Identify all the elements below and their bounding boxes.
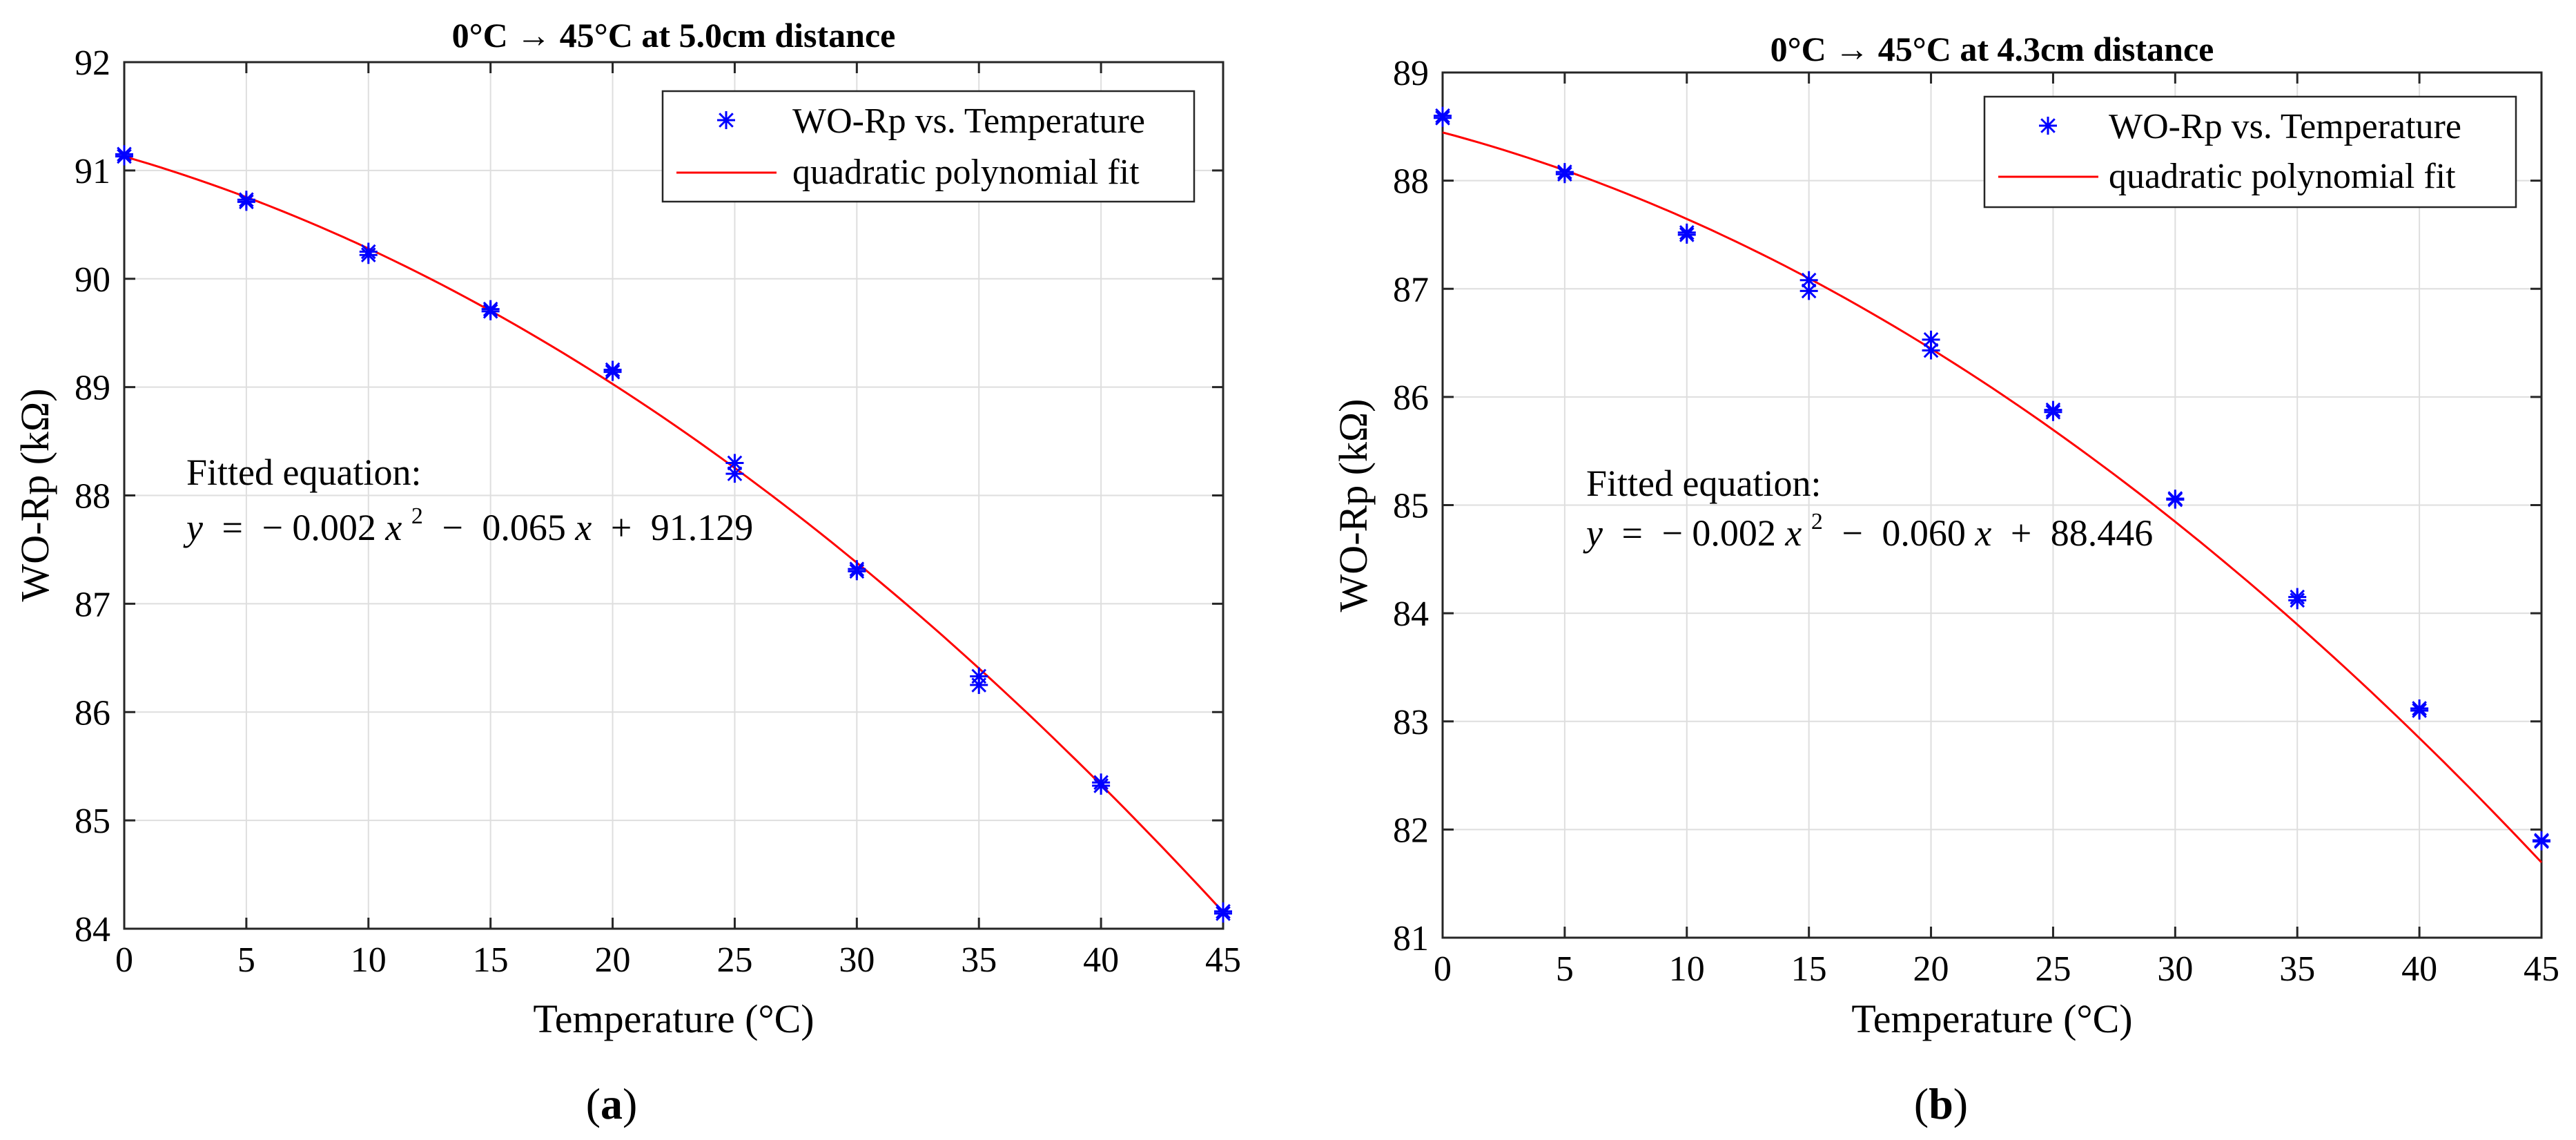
x-tick-label: 5 <box>237 940 255 980</box>
x-tick-label: 20 <box>1913 949 1949 989</box>
y-tick-label: 88 <box>1393 162 1429 202</box>
data-point <box>2533 832 2550 851</box>
fit-equation-a: Fitted equation: y = − 0.002 x 2 − 0.065… <box>183 452 753 548</box>
ticks-a: 0 5 10 15 20 25 30 35 40 45 84 85 86 87 88 89 90 91 92 <box>75 44 1241 980</box>
data-point <box>1799 282 1818 300</box>
data-point <box>237 193 255 211</box>
y-tick-label: 85 <box>1393 487 1429 526</box>
x-axis-label-b: Temperature (°C) <box>1851 996 2132 1041</box>
x-axis-label-a: Temperature (°C) <box>533 996 814 1041</box>
chart-title-b: 0°C → 45°C at 4.3cm distance <box>1770 30 2214 68</box>
x-tick-label: 0 <box>1434 949 1452 989</box>
y-tick-label: 87 <box>1393 270 1429 309</box>
data-point <box>359 246 378 264</box>
chart-title-a: 0°C → 45°C at 5.0cm distance <box>452 16 896 55</box>
y-tick-label: 81 <box>1393 919 1429 958</box>
x-tick-label: 20 <box>595 940 631 980</box>
x-tick-label: 25 <box>2035 949 2071 989</box>
legend-label-fit-b: quadratic polynomial fit <box>2109 157 2456 196</box>
data-point <box>1214 905 1232 923</box>
data-point <box>848 562 866 581</box>
y-tick-label: 88 <box>75 477 110 516</box>
fit-equation-formula-a: y = − 0.002 x 2 − 0.065 x + 91.129 <box>183 490 753 548</box>
y-tick-label: 85 <box>75 802 110 841</box>
legend-marker-scatter-b <box>2039 117 2057 135</box>
data-point <box>2044 403 2062 421</box>
x-tick-label: 30 <box>2157 949 2193 989</box>
data-point <box>1555 165 1574 184</box>
legend-box-b <box>1983 95 2517 209</box>
fit-curve <box>1442 131 2543 864</box>
data-point <box>1922 341 1940 360</box>
x-tick-label: 35 <box>961 940 997 980</box>
x-tick-label: 35 <box>2279 949 2315 989</box>
x-tick-label: 10 <box>351 940 387 980</box>
fit-equation-heading-b: Fitted equation: <box>1586 463 1821 504</box>
x-tick-label: 40 <box>1083 940 1119 980</box>
data-point <box>481 302 500 320</box>
x-tick-label: 15 <box>473 940 509 980</box>
data-point <box>603 363 622 381</box>
data-point <box>970 676 988 695</box>
y-tick-label: 86 <box>1393 378 1429 418</box>
data-point <box>1092 776 1111 795</box>
fit-line-a <box>124 155 1224 913</box>
y-tick-label: 87 <box>75 585 110 624</box>
data-point <box>2410 702 2429 720</box>
fit-equation-formula-b: y = − 0.002 x 2 − 0.060 x + 88.446 <box>1583 496 2153 554</box>
y-tick-label: 91 <box>75 152 110 191</box>
fit-equation-heading-a: Fitted equation: <box>186 452 421 493</box>
data-point <box>1434 108 1452 127</box>
data-point <box>725 465 744 483</box>
y-tick-label: 89 <box>1393 54 1429 93</box>
fit-line-b <box>1442 131 2543 864</box>
caption-b: (b) <box>1914 1079 1968 1128</box>
legend-a: WO-Rp vs. Temperature quadratic polynomi… <box>661 90 1196 203</box>
chart-b: 0 5 10 15 20 25 30 35 40 45 81 82 83 84 85 86 87 88 89 0°C… <box>1331 30 2559 1041</box>
x-tick-label: 25 <box>716 940 752 980</box>
y-tick-label: 90 <box>75 260 110 300</box>
legend-marker-scatter-a <box>717 111 735 129</box>
ticks-b: 0 5 10 15 20 25 30 35 40 45 81 82 83 84 85 86 87 88 89 <box>1393 54 2559 989</box>
y-tick-label: 86 <box>75 693 110 733</box>
legend-label-scatter-b: WO-Rp vs. Temperature <box>2109 107 2461 146</box>
x-tick-label: 15 <box>1791 949 1827 989</box>
x-tick-label: 45 <box>1205 940 1241 980</box>
data-points-b <box>1434 106 2550 851</box>
legend-box-a <box>661 90 1196 203</box>
x-tick-label: 5 <box>1556 949 1574 989</box>
data-point <box>2288 591 2307 610</box>
legend-label-scatter-a: WO-Rp vs. Temperature <box>792 102 1145 141</box>
x-tick-label: 0 <box>115 940 133 980</box>
x-tick-label: 40 <box>2401 949 2437 989</box>
y-tick-label: 82 <box>1393 811 1429 850</box>
legend-label-fit-a: quadratic polynomial fit <box>792 153 1140 192</box>
data-point <box>115 147 133 166</box>
data-point <box>2166 490 2185 509</box>
legend-asterisk <box>717 111 735 129</box>
legend-asterisk <box>2039 117 2057 135</box>
x-tick-label: 30 <box>839 940 875 980</box>
chart-a: 0 5 10 15 20 25 30 35 40 45 84 85 86 87 88 89 90 91 92 0°C… <box>12 16 1241 1041</box>
x-tick-label: 10 <box>1669 949 1705 989</box>
x-tick-label: 45 <box>2524 949 2559 989</box>
y-tick-label: 89 <box>75 369 110 408</box>
fit-equation-b: Fitted equation: y = − 0.002 x 2 − 0.060… <box>1583 463 2153 554</box>
data-points-a <box>115 145 1232 923</box>
caption-a: (a) <box>586 1079 638 1128</box>
fit-curve <box>124 155 1224 913</box>
y-tick-label: 84 <box>1393 595 1429 634</box>
y-tick-label: 83 <box>1393 703 1429 742</box>
y-tick-label: 84 <box>75 910 110 949</box>
data-point <box>1677 225 1696 244</box>
y-axis-label-b: WO-Rp (kΩ) <box>1331 399 1376 612</box>
legend-b: WO-Rp vs. Temperature quadratic polynomi… <box>1983 95 2517 209</box>
y-axis-label-a: WO-Rp (kΩ) <box>12 389 57 602</box>
y-tick-label: 92 <box>75 44 110 83</box>
